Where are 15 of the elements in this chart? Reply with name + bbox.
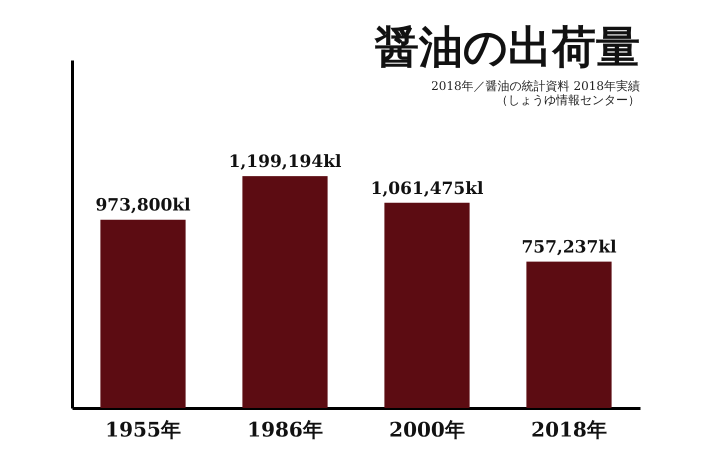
x-tick-label: 1986年: [247, 418, 323, 442]
bar: [100, 220, 186, 408]
chart-title: 醤油の出荷量: [374, 22, 640, 73]
bar: [526, 262, 612, 408]
bar: [242, 176, 328, 408]
data-label: 1,199,194kl: [228, 152, 342, 172]
x-tick-label: 1955年: [105, 418, 181, 442]
bar: [384, 202, 470, 408]
x-tick-label: 2000年: [389, 418, 465, 442]
x-tick-label: 2018年: [531, 418, 607, 442]
text: （しょうゆ情報センター）: [496, 93, 640, 107]
data-label: 973,800kl: [95, 196, 192, 216]
text: 2018年／醤油の統計資料 2018年実績: [431, 79, 640, 93]
data-label: 1,061,475kl: [370, 178, 484, 199]
data-label: 757,237kl: [521, 238, 618, 258]
